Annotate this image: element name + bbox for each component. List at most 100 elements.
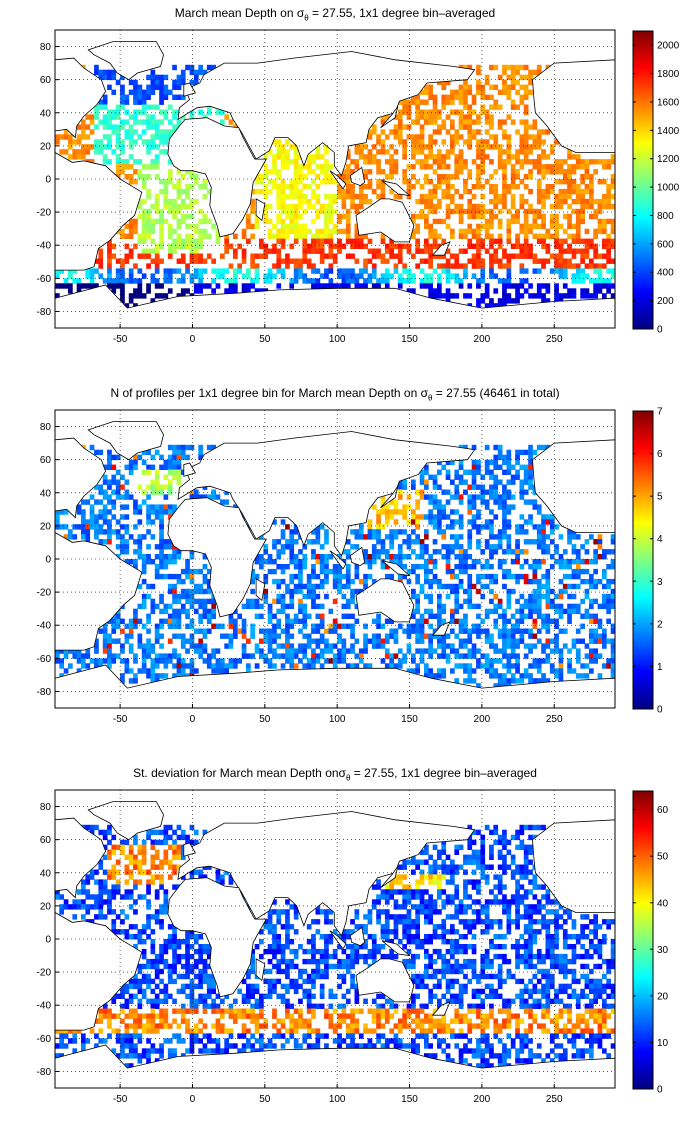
data-cell xyxy=(593,263,598,269)
data-cell xyxy=(502,188,507,195)
data-cell xyxy=(85,534,91,540)
data-cell xyxy=(489,529,494,535)
data-cell xyxy=(111,844,117,850)
data-cell xyxy=(384,648,390,654)
data-cell xyxy=(193,568,199,575)
data-cell xyxy=(419,653,425,659)
data-cell xyxy=(558,268,564,274)
data-cell xyxy=(437,198,442,205)
data-cell xyxy=(354,283,360,289)
data-cell xyxy=(228,613,234,619)
data-cell xyxy=(115,489,121,495)
data-cell xyxy=(584,293,590,299)
data-cell xyxy=(154,218,160,225)
data-cell xyxy=(371,268,377,274)
data-cell xyxy=(519,283,525,289)
data-cell xyxy=(554,203,559,210)
data-cell xyxy=(233,623,238,629)
data-cell xyxy=(189,573,195,580)
data-cell xyxy=(180,288,186,294)
data-cell xyxy=(580,174,585,180)
data-cell xyxy=(541,139,546,145)
data-cell xyxy=(471,494,477,500)
data-cell xyxy=(428,233,433,239)
data-cell xyxy=(406,623,412,629)
data-cell xyxy=(437,293,442,299)
data-cells xyxy=(55,824,616,1069)
data-cell xyxy=(150,278,156,284)
data-cell xyxy=(610,154,616,160)
data-cell xyxy=(602,159,607,165)
data-cell xyxy=(480,618,486,624)
data-cell xyxy=(237,628,242,634)
data-cell xyxy=(584,238,590,244)
chart-title: St. deviation for March mean Depth onσθ … xyxy=(133,766,537,783)
data-cell xyxy=(558,164,564,170)
data-cell xyxy=(441,643,447,649)
data-cell xyxy=(467,499,473,505)
data-cell xyxy=(189,603,195,610)
data-cell xyxy=(467,824,473,831)
data-cell xyxy=(337,283,342,289)
data-cell xyxy=(450,509,455,515)
data-cell xyxy=(137,169,143,175)
data-cell xyxy=(458,519,464,525)
data-cell xyxy=(206,588,212,595)
data-cell xyxy=(176,444,182,451)
data-cell xyxy=(549,149,555,155)
data-cell xyxy=(124,504,130,510)
data-cell xyxy=(523,159,529,165)
data-cell xyxy=(133,243,138,249)
data-cell xyxy=(493,643,499,649)
data-cell xyxy=(306,154,312,160)
data-cell xyxy=(215,874,221,880)
data-cell xyxy=(350,593,355,600)
data-cell xyxy=(428,623,433,629)
data-cell xyxy=(445,268,451,274)
data-cell xyxy=(384,573,390,580)
data-cell xyxy=(94,69,99,76)
data-cell xyxy=(432,203,438,210)
data-cell xyxy=(489,124,494,130)
data-cell xyxy=(198,643,203,649)
data-cell xyxy=(180,253,186,259)
data-cell xyxy=(523,668,529,674)
data-cell xyxy=(554,283,559,289)
data-cell xyxy=(298,603,303,610)
data-cell xyxy=(428,144,433,150)
data-cell xyxy=(532,588,538,595)
data-cell xyxy=(411,174,416,180)
data-cell xyxy=(541,519,546,525)
data-cell xyxy=(515,884,520,890)
data-cell xyxy=(354,273,360,279)
data-cell xyxy=(263,174,269,180)
data-cell xyxy=(519,164,525,170)
data-cell xyxy=(133,608,138,615)
data-cell xyxy=(467,653,473,659)
data-cell xyxy=(167,228,173,235)
data-cell xyxy=(319,618,325,624)
data-cell xyxy=(523,184,529,190)
data-cell xyxy=(159,534,164,540)
data-cell xyxy=(159,524,164,530)
data-cell xyxy=(137,643,143,649)
data-cell xyxy=(458,203,464,210)
data-cell xyxy=(415,618,420,624)
data-cell xyxy=(476,169,481,175)
data-cell xyxy=(489,864,494,870)
data-cell xyxy=(193,288,199,294)
data-cell xyxy=(519,618,525,624)
data-cell xyxy=(471,884,477,890)
data-cell xyxy=(575,154,581,160)
data-cell xyxy=(476,69,481,76)
data-cell xyxy=(541,188,546,195)
data-cell xyxy=(393,663,399,669)
data-cell xyxy=(163,849,169,855)
data-cell xyxy=(493,544,499,550)
data-cell xyxy=(450,134,455,140)
data-cell xyxy=(289,544,295,550)
data-cell xyxy=(424,223,429,230)
data-cell xyxy=(350,253,355,259)
data-cell xyxy=(198,238,203,244)
data-cell xyxy=(593,208,598,215)
